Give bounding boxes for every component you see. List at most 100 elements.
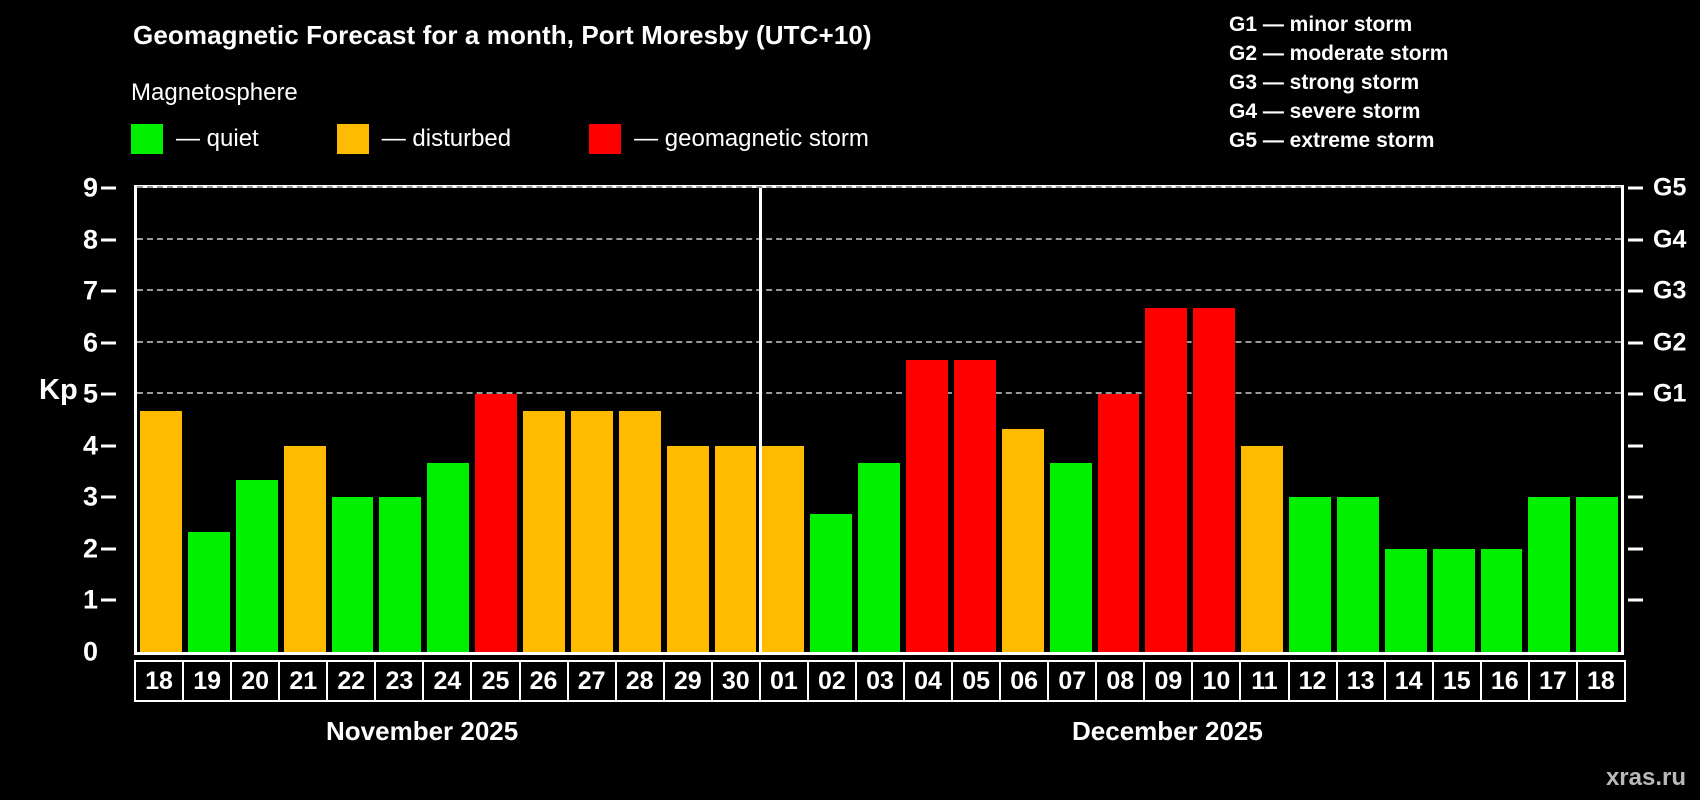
date-label-18[interactable]: 18 — [1575, 660, 1626, 702]
bar-26-disturbed[interactable] — [523, 411, 565, 652]
date-label-01[interactable]: 01 — [758, 660, 809, 702]
bar-slot — [1525, 188, 1573, 652]
legend-label-storm: — geomagnetic storm — [634, 125, 869, 152]
date-label-17[interactable]: 17 — [1527, 660, 1578, 702]
y-tick-mark-2 — [101, 547, 116, 551]
bar-08-storm[interactable] — [1097, 394, 1140, 652]
bar-29-disturbed[interactable] — [666, 445, 709, 652]
y-tick-label-4: 4 — [82, 430, 98, 461]
bar-10-storm[interactable] — [1193, 308, 1236, 652]
bar-09-storm[interactable] — [1145, 308, 1188, 652]
y-tick-label-1: 1 — [82, 584, 98, 615]
bar-06-disturbed[interactable] — [1001, 428, 1044, 652]
bar-18-disturbed[interactable] — [140, 411, 182, 652]
bar-slot — [281, 188, 329, 652]
date-label-11[interactable]: 11 — [1239, 660, 1290, 702]
gridline-kp-9 — [137, 186, 1621, 188]
date-label-08[interactable]: 08 — [1095, 660, 1146, 702]
date-label-13[interactable]: 13 — [1335, 660, 1386, 702]
bar-series — [137, 188, 1621, 652]
date-label-29[interactable]: 29 — [662, 660, 713, 702]
date-label-24[interactable]: 24 — [422, 660, 473, 702]
bar-18-quiet[interactable] — [1576, 497, 1619, 652]
gridline-kp-5 — [137, 392, 1621, 395]
bar-slot — [807, 188, 855, 652]
bar-slot — [376, 188, 424, 652]
bar-slot — [1142, 188, 1190, 652]
date-label-16[interactable]: 16 — [1479, 660, 1530, 702]
g-axis-minor-tick-3 — [1628, 495, 1643, 499]
bar-13-quiet[interactable] — [1336, 497, 1379, 652]
legend-item-storm: — geomagnetic storm — [589, 124, 869, 154]
date-label-26[interactable]: 26 — [518, 660, 569, 702]
bar-15-quiet[interactable] — [1432, 548, 1475, 652]
bar-20-quiet[interactable] — [235, 480, 278, 652]
bar-19-quiet[interactable] — [187, 531, 230, 652]
date-label-23[interactable]: 23 — [374, 660, 425, 702]
bar-slot — [903, 188, 951, 652]
bar-25-storm[interactable] — [475, 394, 517, 652]
g-scale-line-2: G2 — moderate storm — [1229, 41, 1449, 65]
legend-item-disturbed: — disturbed — [336, 124, 512, 154]
date-label-27[interactable]: 27 — [566, 660, 617, 702]
y-tick-mark-8 — [101, 238, 116, 242]
bar-23-quiet[interactable] — [379, 497, 422, 652]
y-tick-mark-4 — [101, 444, 116, 448]
date-label-20[interactable]: 20 — [230, 660, 281, 702]
date-label-21[interactable]: 21 — [278, 660, 329, 702]
date-label-30[interactable]: 30 — [710, 660, 761, 702]
g-tick-mark-G4 — [1628, 238, 1643, 242]
bar-14-quiet[interactable] — [1384, 548, 1427, 652]
date-label-02[interactable]: 02 — [806, 660, 857, 702]
date-label-22[interactable]: 22 — [326, 660, 377, 702]
bar-slot — [999, 188, 1047, 652]
y-tick-mark-9 — [101, 186, 116, 190]
g-axis-minor-tick-1 — [1628, 598, 1643, 602]
bar-16-quiet[interactable] — [1480, 548, 1523, 652]
date-label-19[interactable]: 19 — [182, 660, 233, 702]
date-label-12[interactable]: 12 — [1287, 660, 1338, 702]
date-label-14[interactable]: 14 — [1383, 660, 1434, 702]
date-label-28[interactable]: 28 — [614, 660, 665, 702]
bar-12-quiet[interactable] — [1289, 497, 1331, 652]
bar-slot — [1573, 188, 1621, 652]
date-label-18[interactable]: 18 — [134, 660, 185, 702]
bar-11-disturbed[interactable] — [1241, 445, 1283, 652]
bar-22-quiet[interactable] — [331, 497, 374, 652]
bar-21-disturbed[interactable] — [283, 445, 326, 652]
bar-slot — [568, 188, 616, 652]
gridline-kp-7 — [137, 289, 1621, 292]
date-label-10[interactable]: 10 — [1191, 660, 1242, 702]
date-label-07[interactable]: 07 — [1047, 660, 1098, 702]
date-label-04[interactable]: 04 — [903, 660, 954, 702]
bar-28-disturbed[interactable] — [618, 411, 661, 652]
bar-17-quiet[interactable] — [1528, 497, 1571, 652]
bar-05-storm[interactable] — [953, 359, 996, 652]
g-tick-label-G3: G3 — [1653, 276, 1687, 305]
bar-04-storm[interactable] — [906, 359, 948, 652]
y-tick-label-3: 3 — [82, 481, 98, 512]
legend-label-disturbed: — disturbed — [381, 125, 512, 152]
g-axis-minor-tick-4 — [1628, 444, 1643, 448]
bar-01-disturbed[interactable] — [762, 445, 805, 652]
bar-02-quiet[interactable] — [810, 514, 853, 652]
y-tick-mark-1 — [101, 598, 116, 602]
bar-07-quiet[interactable] — [1049, 462, 1092, 652]
date-label-15[interactable]: 15 — [1431, 660, 1482, 702]
bar-27-disturbed[interactable] — [570, 411, 613, 652]
g-scale-legend: G1 — minor storm G2 — moderate storm G3 — … — [1229, 11, 1448, 156]
date-label-03[interactable]: 03 — [854, 660, 905, 702]
legend-label-quiet: — quiet — [176, 125, 259, 152]
g-scale-line-3: G3 — strong storm — [1229, 70, 1420, 94]
date-label-25[interactable]: 25 — [470, 660, 521, 702]
plot-area — [134, 185, 1624, 655]
bar-slot — [1382, 188, 1430, 652]
date-label-06[interactable]: 06 — [999, 660, 1050, 702]
date-label-09[interactable]: 09 — [1143, 660, 1194, 702]
bar-24-quiet[interactable] — [427, 462, 470, 652]
bar-03-quiet[interactable] — [858, 462, 900, 652]
date-label-05[interactable]: 05 — [951, 660, 1002, 702]
bar-30-disturbed[interactable] — [714, 445, 757, 652]
bar-slot — [664, 188, 712, 652]
y-tick-label-8: 8 — [82, 224, 98, 255]
